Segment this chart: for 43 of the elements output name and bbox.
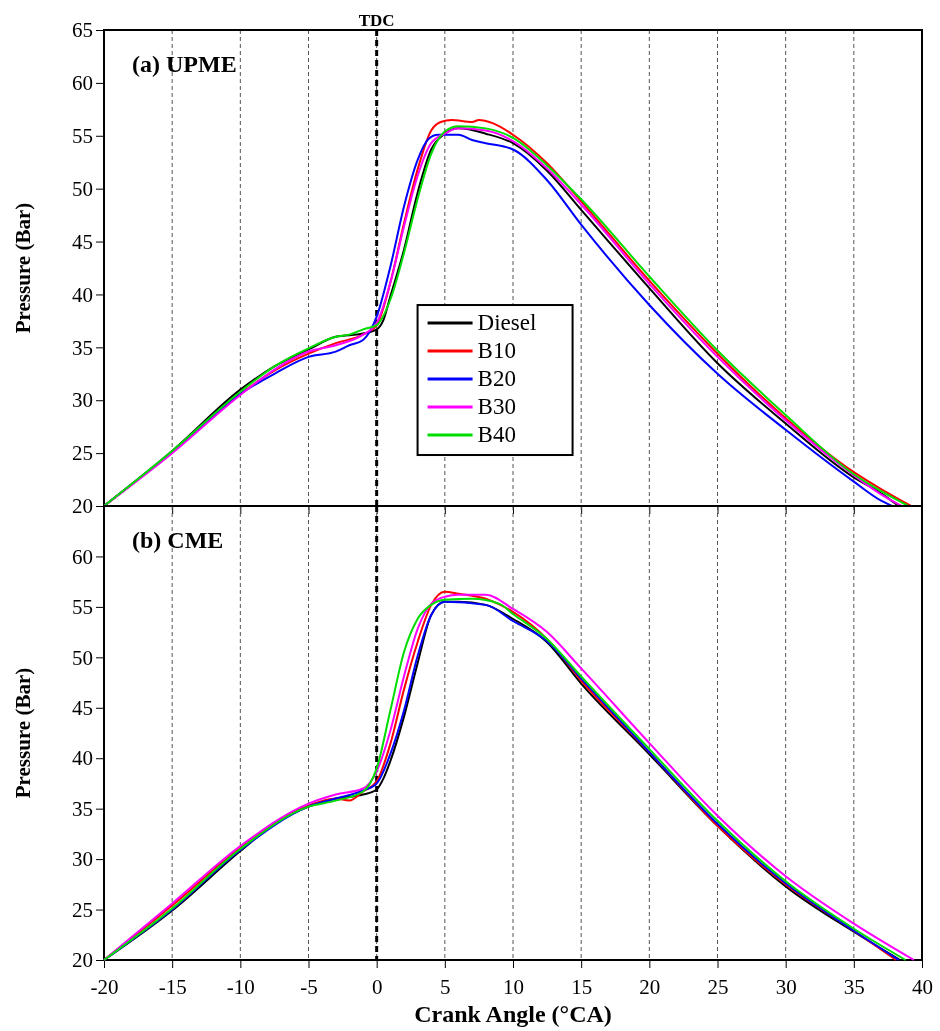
x-tick-label: -5 [300,975,318,1000]
x-tick-label: -20 [90,975,119,1000]
x-tick-label: -10 [226,975,255,1000]
y-tick-label: 40 [72,282,93,307]
legend-label: Diesel [477,310,537,336]
y-tick-label: 50 [72,645,93,670]
y-axis-title: Pressure (Bar) [11,667,35,799]
x-tick-label: -15 [158,975,187,1000]
y-tick-label: 30 [72,388,93,413]
text: (a) UPME [132,51,237,77]
x-tick-label: 0 [371,975,383,1000]
legend-label: B30 [477,394,516,420]
y-tick-label: 25 [72,441,93,466]
x-tick-label: 30 [775,975,797,1000]
text: (b) CME [132,527,224,553]
y-tick-label: 35 [72,796,93,821]
x-tick-label: 15 [571,975,593,1000]
y-axis-title: Pressure (Bar) [11,202,35,334]
y-tick-label: 40 [72,746,93,771]
legend-label: B20 [477,366,516,392]
y-tick-label: 25 [72,897,93,922]
x-tick-label: 25 [707,975,729,1000]
x-tick-label: 40 [912,975,933,1000]
ref-line-label: TDC [358,11,395,30]
x-tick-label: 35 [843,975,865,1000]
legend-label: B40 [477,422,516,448]
y-tick-label: 20 [72,948,93,973]
y-tick-label: 65 [72,18,93,43]
y-tick-label: 30 [72,847,93,872]
y-tick-label: 60 [72,71,93,96]
y-tick-label: 55 [72,124,93,148]
y-tick-label: 45 [72,229,93,254]
y-tick-label: 45 [72,696,93,720]
x-tick-label: 5 [440,975,451,1000]
y-tick-label: 50 [72,176,93,201]
y-tick-label: 60 [72,544,93,569]
y-tick-label: 20 [72,494,93,519]
y-tick-label: 55 [72,595,93,620]
y-tick-label: 35 [72,335,93,360]
x-axis-title: Crank Angle (°CA) [414,1001,612,1027]
x-tick-label: 20 [639,975,661,1000]
x-tick-label: 10 [503,975,524,1000]
legend-label: B10 [477,338,516,364]
